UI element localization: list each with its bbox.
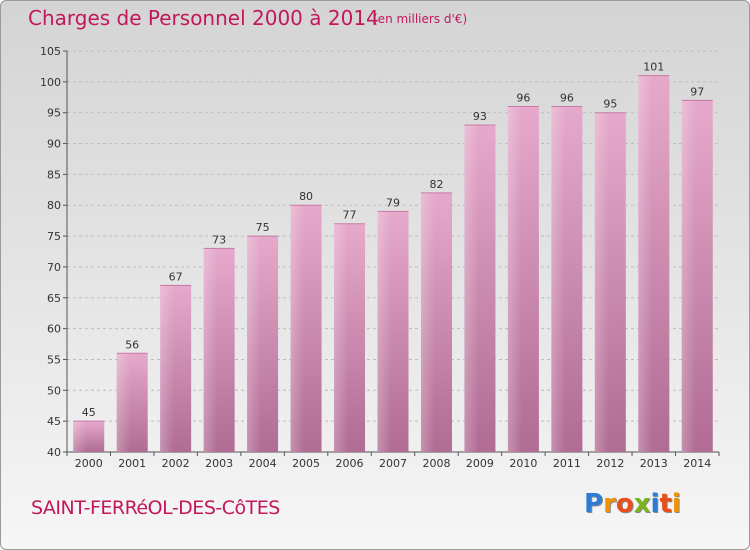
chart-title: Charges de Personnel 2000 à 2014 [28,6,379,30]
y-tick-label: 80 [47,199,61,212]
bar-highlight [377,211,392,452]
bar-highlight [116,353,131,452]
place-name: SAINT-FERRéOL-DES-CôTES [31,497,280,519]
x-tick-label: 2000 [75,457,103,470]
x-tick-label: 2002 [162,457,190,470]
x-tick-label: 2005 [292,457,320,470]
bar-highlight [464,125,479,453]
brand-letter: r [603,489,616,519]
y-tick-label: 105 [40,45,61,58]
y-tick-label: 40 [47,446,61,459]
bar-highlight [638,75,653,452]
x-tick-label: 2001 [118,457,146,470]
x-tick-label: 2009 [466,457,494,470]
bar-highlight [420,192,435,452]
y-tick-label: 90 [47,138,61,151]
value-label: 80 [299,190,313,203]
x-tick-label: 2006 [336,457,364,470]
bar-highlight [551,106,566,453]
x-tick-label: 2013 [640,457,668,470]
value-label: 93 [473,110,487,123]
brand-letter: x [633,489,651,519]
bars [73,75,713,453]
bar-highlight [290,205,305,452]
value-label: 95 [603,98,617,111]
y-tick-label: 85 [47,168,61,181]
value-label: 96 [516,92,530,105]
y-tick-label: 55 [47,353,61,366]
brand-letter: i [650,489,660,519]
y-tick-label: 75 [47,230,61,243]
x-tick-label: 2008 [422,457,450,470]
bar-highlight [507,106,522,453]
bar-highlight [594,112,609,452]
value-label: 96 [560,92,574,105]
y-tick-label: 70 [47,261,61,274]
x-tick-label: 2010 [509,457,537,470]
x-tick-label: 2014 [683,457,711,470]
brand-letter: P [584,489,604,519]
x-tick-label: 2011 [553,457,581,470]
x-tick-label: 2007 [379,457,407,470]
bar-highlight [73,421,88,452]
bar-highlight [203,248,218,452]
value-label: 73 [212,233,226,246]
bar-highlight [681,100,696,452]
y-tick-label: 45 [47,415,61,428]
brand-letter: i [671,489,681,519]
chart-subtitle: (en milliers d'€) [373,12,468,26]
value-label: 79 [386,196,400,209]
x-tick-label: 2004 [249,457,277,470]
y-tick-label: 65 [47,292,61,305]
y-tick-label: 60 [47,323,61,336]
value-labels: 45 56 67 73 75 80 77 79 82 93 96 96 95 101 97 [82,61,705,419]
brand-letter: o [615,489,634,519]
value-label: 56 [125,338,139,351]
bar-highlight [160,285,175,452]
brand-letter: t [659,489,672,519]
x-tick-label: 2003 [205,457,233,470]
proxiti-logo: Proxiti [584,489,681,519]
y-tick-label: 50 [47,384,61,397]
value-label: 97 [690,85,704,98]
bar-highlight [247,236,262,452]
value-label: 77 [343,209,357,222]
value-label: 82 [429,178,443,191]
value-label: 45 [82,406,96,419]
x-tick-label: 2012 [596,457,624,470]
value-label: 75 [256,221,270,234]
tick-labels: 40 45 50 55 60 65 70 75 80 85 90 95 100 105 2000 2001 20… [40,45,711,470]
bar-highlight [334,223,348,452]
value-label: 101 [643,61,664,74]
value-label: 67 [169,270,183,283]
y-tick-label: 95 [47,107,61,120]
y-tick-label: 100 [40,76,61,89]
